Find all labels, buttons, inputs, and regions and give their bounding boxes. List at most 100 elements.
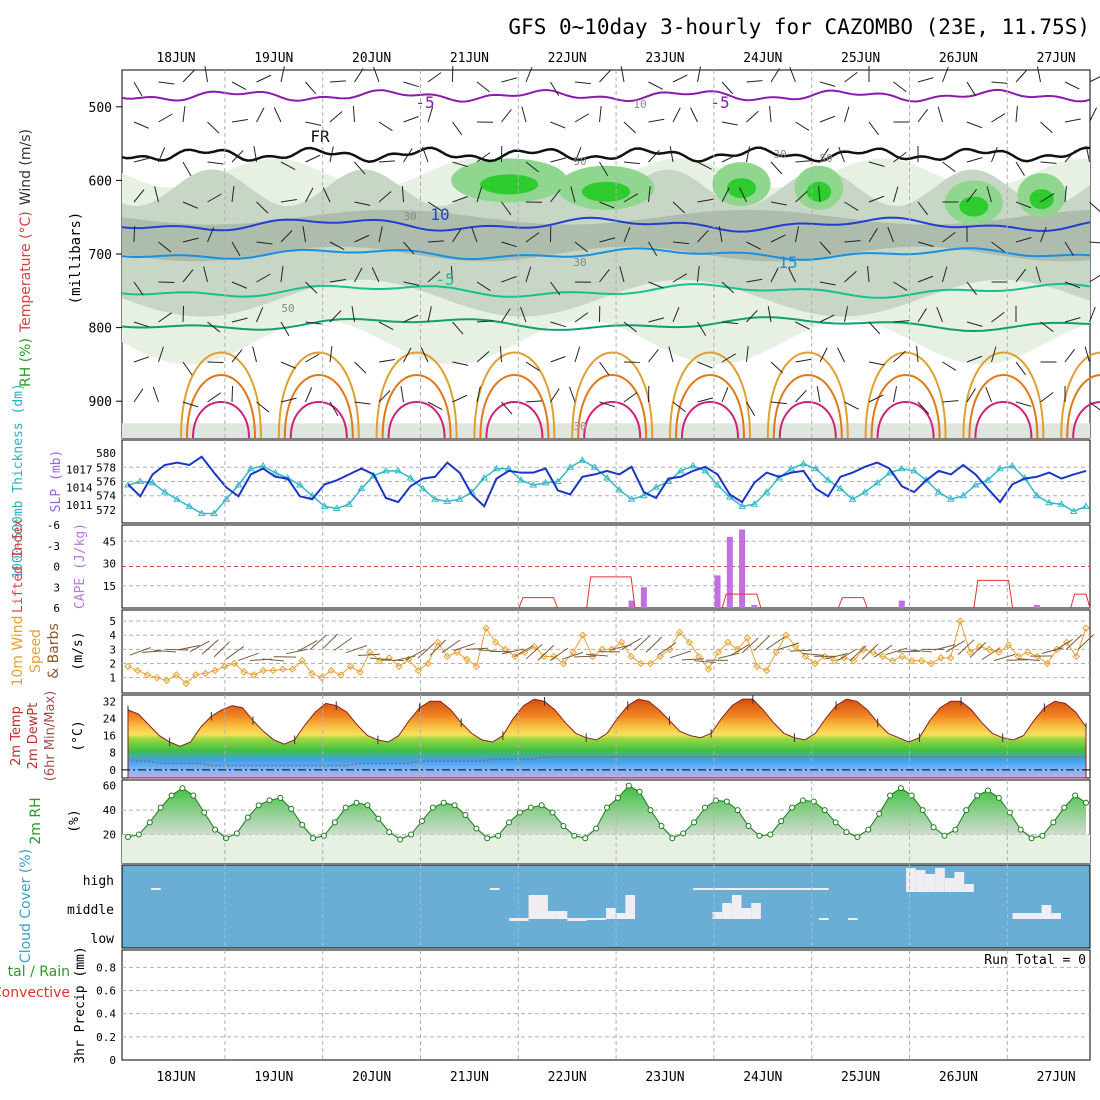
rh-point	[560, 823, 567, 829]
wind-barb-10m	[897, 650, 921, 653]
thickness-point	[750, 500, 759, 507]
wind-barb-10m	[537, 644, 555, 661]
cloud-bar	[818, 918, 829, 920]
wind-barb	[746, 80, 763, 83]
rh-point	[168, 792, 175, 799]
rh-point	[495, 832, 502, 839]
y-tick-label: 580	[96, 447, 116, 460]
wind-barb	[525, 161, 539, 173]
wind-speed-point	[1004, 641, 1013, 649]
wind-barb	[668, 346, 674, 363]
rh-point	[375, 815, 382, 822]
wind-barb	[789, 66, 796, 83]
wind-barb	[1064, 348, 1076, 363]
wind-speed-point	[501, 645, 510, 654]
wind-barb-10m	[453, 642, 475, 651]
wind-barb	[354, 234, 370, 243]
wind-barb-10m	[633, 635, 651, 651]
wind-barb	[942, 400, 959, 403]
contour-label: 50	[819, 152, 832, 165]
wind-barb	[1015, 401, 1032, 407]
li-line	[518, 597, 559, 609]
wind-barb	[893, 350, 906, 363]
cloud-bar	[712, 912, 723, 919]
thickness-point	[910, 466, 918, 474]
cloud-bar	[547, 911, 558, 919]
rh-point	[1061, 804, 1068, 811]
wind-barb	[599, 361, 610, 376]
wind-barb	[450, 266, 453, 283]
rh-point	[941, 832, 948, 839]
rh-point	[963, 807, 970, 814]
thickness-point	[173, 495, 182, 502]
temp-area	[127, 698, 1087, 779]
rh-point	[658, 823, 665, 829]
cloud-bar	[586, 918, 606, 920]
warm-loop	[778, 401, 837, 439]
li-line	[721, 593, 762, 609]
rh-point	[636, 788, 643, 795]
y-tick-label: -3	[47, 540, 60, 553]
wind-speed-point	[201, 669, 210, 678]
wind-barb	[133, 321, 150, 328]
wind-barb	[917, 401, 930, 415]
wind-barb	[599, 237, 616, 243]
wind-barb	[329, 346, 333, 363]
thickness-point	[271, 469, 280, 476]
wind-barb-10m	[501, 648, 524, 655]
rh-point	[930, 824, 937, 831]
wind-barb	[182, 201, 198, 209]
wind-barb	[133, 189, 145, 203]
li-line	[837, 597, 868, 609]
rh-point	[440, 799, 447, 806]
wind-barb	[256, 307, 264, 323]
cloud-bar	[964, 884, 974, 892]
rh-point	[179, 785, 186, 792]
warm-loop	[289, 401, 348, 439]
wind-speed-point	[230, 659, 239, 668]
wind-barb	[452, 321, 464, 335]
thickness-point	[148, 478, 157, 486]
y-tick-label: 578	[96, 461, 116, 474]
wind-barb	[501, 77, 518, 83]
thickness-point	[1008, 461, 1017, 469]
date-label-bottom: 20JUN	[352, 1070, 391, 1085]
wind-speed-point	[540, 652, 548, 661]
y-tick-label: 500	[89, 101, 112, 116]
thickness-point	[639, 491, 648, 499]
wind-barb	[844, 71, 858, 83]
wind-barb-10m	[969, 641, 987, 658]
wind-speed-point	[762, 666, 771, 675]
wind-barb	[721, 321, 738, 325]
date-label-top: 18JUN	[156, 51, 195, 66]
wind-barb	[1089, 241, 1100, 244]
y-tick-label: 32	[103, 695, 116, 708]
wind-barb	[378, 160, 395, 163]
rh-point	[614, 794, 621, 801]
thickness-point	[959, 491, 968, 499]
wind-barb	[256, 74, 272, 83]
wind-barb	[152, 386, 159, 403]
li-axis-title: Lifted Index	[11, 519, 26, 613]
wind-barb	[837, 347, 845, 363]
wind-speed-point	[937, 654, 945, 662]
wind-barb-10m	[681, 658, 705, 661]
thickness-point	[553, 477, 562, 484]
thickness-point	[947, 495, 955, 502]
wind-speed-point	[985, 645, 993, 654]
wind-barb-10m	[369, 657, 392, 661]
wind-barb	[1089, 201, 1100, 213]
thickness-point	[603, 473, 611, 481]
wind-barb	[501, 276, 517, 283]
rh-point	[582, 835, 589, 842]
wind-speed-point	[1014, 652, 1022, 661]
cloud-bar	[606, 908, 616, 919]
wind-barb	[133, 356, 150, 363]
rh-very-high-patch	[959, 196, 989, 217]
wind-barb	[991, 146, 998, 163]
wind-barb	[672, 401, 686, 413]
wind-barb	[1040, 161, 1057, 164]
wind-barb	[574, 113, 589, 123]
cloud-bar	[625, 895, 636, 919]
wind-barb	[280, 361, 296, 369]
